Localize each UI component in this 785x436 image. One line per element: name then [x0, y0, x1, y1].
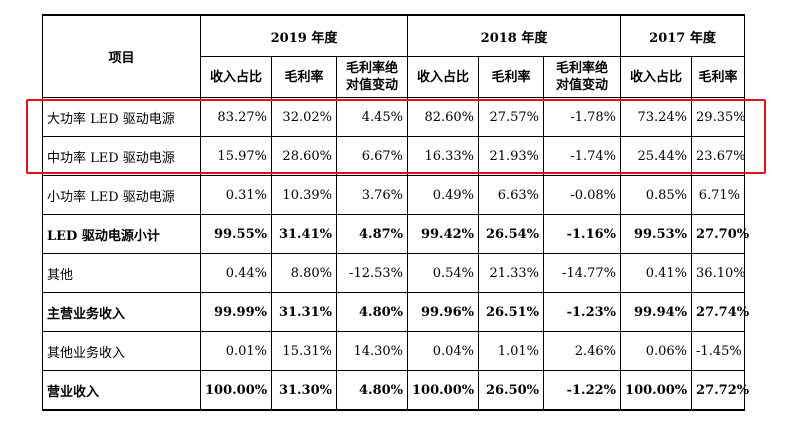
- table-cell: 4.80%: [335, 370, 409, 411]
- table-cell: 99.55%: [200, 214, 272, 254]
- table-cell: -1.16%: [543, 214, 622, 254]
- header-year-2018: 2018 年度: [407, 14, 622, 57]
- table-cell: 3.76%: [335, 175, 409, 215]
- table-cell: 2.46%: [543, 331, 622, 371]
- table-cell: -1.23%: [543, 292, 622, 332]
- table-cell: 36.10%: [691, 253, 746, 293]
- table-cell: 32.02%: [271, 97, 337, 137]
- table-cell: 8.80%: [271, 253, 337, 293]
- row-label: 大功率 LED 驱动电源: [42, 97, 201, 137]
- table-cell: 26.50%: [478, 370, 545, 411]
- row-label: LED 驱动电源小计: [42, 214, 201, 254]
- table-cell: 0.41%: [620, 253, 693, 293]
- table-cell: 23.67%: [691, 136, 746, 176]
- table-cell: 0.54%: [407, 253, 480, 293]
- header-2017-share: 收入占比: [620, 56, 693, 98]
- table-cell: 27.57%: [478, 97, 545, 137]
- table-cell: 4.80%: [335, 292, 409, 332]
- table-body: 大功率 LED 驱动电源 83.27% 32.02% 4.45% 82.60% 27.57…: [42, 97, 749, 411]
- table-cell: -1.78%: [543, 97, 622, 137]
- table-cell: 100.00%: [200, 370, 272, 411]
- row-label: 其他业务收入: [42, 331, 201, 371]
- gross-margin-table: 项目 2019 年度 2018 年度 2017 年度 收入占比 毛利率 毛利率绝…: [42, 14, 749, 411]
- table-row: 主营业务收入 99.99% 31.31% 4.80% 99.96% 26.51% -1.23…: [42, 292, 749, 332]
- table-cell: 28.60%: [271, 136, 337, 176]
- row-label: 主营业务收入: [42, 292, 201, 332]
- table-cell: 99.42%: [407, 214, 480, 254]
- table-cell: 16.33%: [407, 136, 480, 176]
- header-year-2019: 2019 年度: [199, 14, 409, 57]
- table-cell: -12.53%: [335, 253, 409, 293]
- header-2019-margin: 毛利率: [271, 56, 337, 98]
- header-2019-share: 收入占比: [200, 56, 272, 98]
- table-cell: 21.93%: [478, 136, 545, 176]
- table-cell: 26.51%: [478, 292, 545, 332]
- table-cell: 31.31%: [271, 292, 337, 332]
- financial-table-container: 项目 2019 年度 2018 年度 2017 年度 收入占比 毛利率 毛利率绝…: [42, 14, 749, 411]
- table-cell: 100.00%: [407, 370, 480, 411]
- header-2018-share: 收入占比: [407, 56, 480, 98]
- table-cell: 6.67%: [335, 136, 409, 176]
- table-cell: 73.24%: [620, 97, 693, 137]
- header-item: 项目: [42, 14, 201, 98]
- table-cell: 31.41%: [271, 214, 337, 254]
- table-cell: 0.31%: [200, 175, 272, 215]
- table-cell: 15.31%: [271, 331, 337, 371]
- table-cell: 0.01%: [200, 331, 272, 371]
- table-cell: 83.27%: [200, 97, 272, 137]
- header-2018-margin: 毛利率: [478, 56, 545, 98]
- header-year-2017: 2017 年度: [620, 14, 746, 57]
- row-label: 中功率 LED 驱动电源: [42, 136, 201, 176]
- table-cell: 27.74%: [691, 292, 749, 332]
- table-cell: 4.45%: [335, 97, 409, 137]
- table-cell: 27.72%: [691, 370, 749, 411]
- table-cell: 0.04%: [407, 331, 480, 371]
- table-cell: 6.71%: [691, 175, 746, 215]
- table-cell: -0.08%: [543, 175, 622, 215]
- table-cell: 10.39%: [271, 175, 337, 215]
- table-cell: 99.99%: [200, 292, 272, 332]
- table-cell: 6.63%: [478, 175, 545, 215]
- table-row: 营业收入 100.00% 31.30% 4.80% 100.00% 26.50% -1.22…: [42, 370, 749, 411]
- header-2018-change: 毛利率绝 对值变动: [543, 56, 622, 98]
- table-cell: 31.30%: [271, 370, 337, 411]
- table-cell: 27.70%: [691, 214, 749, 254]
- table-cell: 26.54%: [478, 214, 545, 254]
- table-cell: 29.35%: [691, 97, 746, 137]
- table-cell: 0.06%: [620, 331, 693, 371]
- table-header: 项目 2019 年度 2018 年度 2017 年度 收入占比 毛利率 毛利率绝…: [42, 14, 746, 98]
- table-cell: 99.96%: [407, 292, 480, 332]
- table-cell: -14.77%: [543, 253, 622, 293]
- row-label: 营业收入: [42, 370, 201, 411]
- table-row: 大功率 LED 驱动电源 83.27% 32.02% 4.45% 82.60% 27.57…: [42, 97, 746, 137]
- table-cell: -1.22%: [543, 370, 622, 411]
- header-2017-margin: 毛利率: [691, 56, 746, 98]
- table-cell: 1.01%: [478, 331, 545, 371]
- table-row: LED 驱动电源小计 99.55% 31.41% 4.87% 99.42% 26.54% -…: [42, 214, 749, 254]
- table-cell: 21.33%: [478, 253, 545, 293]
- table-row: 其他 0.44% 8.80% -12.53% 0.54% 21.33% -14.77% 0.4…: [42, 253, 746, 293]
- table-cell: 0.49%: [407, 175, 480, 215]
- row-label: 其他: [42, 253, 201, 293]
- table-cell: 0.85%: [620, 175, 693, 215]
- table-row: 中功率 LED 驱动电源 15.97% 28.60% 6.67% 16.33% 21.93…: [42, 136, 746, 176]
- row-label: 小功率 LED 驱动电源: [42, 175, 201, 215]
- table-cell: -1.45%: [691, 331, 746, 371]
- header-2019-change: 毛利率绝 对值变动: [335, 56, 409, 98]
- table-cell: 99.53%: [620, 214, 693, 254]
- table-cell: 25.44%: [620, 136, 693, 176]
- table-cell: 100.00%: [620, 370, 693, 411]
- table-row: 小功率 LED 驱动电源 0.31% 10.39% 3.76% 0.49% 6.63% -0…: [42, 175, 746, 215]
- table-cell: 14.30%: [335, 331, 409, 371]
- table-cell: -1.74%: [543, 136, 622, 176]
- table-cell: 0.44%: [200, 253, 272, 293]
- table-row: 其他业务收入 0.01% 15.31% 14.30% 0.04% 1.01% 2.46% 0.…: [42, 331, 746, 371]
- table-cell: 82.60%: [407, 97, 480, 137]
- table-cell: 4.87%: [335, 214, 409, 254]
- table-cell: 99.94%: [620, 292, 693, 332]
- table-cell: 15.97%: [200, 136, 272, 176]
